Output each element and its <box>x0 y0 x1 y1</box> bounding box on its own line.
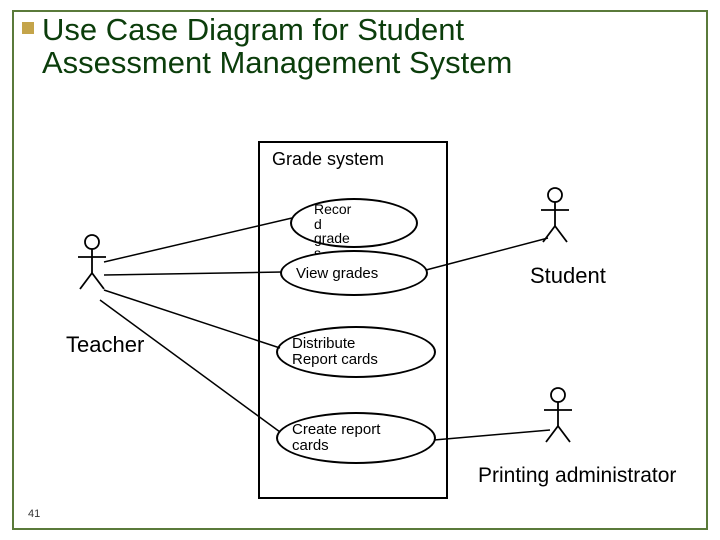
actor-student-icon <box>535 185 575 255</box>
slide: Use Case Diagram for Student Assessment … <box>0 0 720 540</box>
usecase-view-grades-label: View grades <box>296 266 378 282</box>
usecase-distribute-report-cards-label: Distribute Report cards <box>292 336 378 368</box>
usecase-create-report-cards-label: Create report cards <box>292 422 380 454</box>
actor-teacher-label: Teacher <box>66 332 144 358</box>
slide-title: Use Case Diagram for Student Assessment … <box>42 14 512 79</box>
usecase-record-grades <box>290 198 418 248</box>
actor-printing-admin-label: Printing administrator <box>478 464 676 488</box>
page-number: 41 <box>28 508 40 520</box>
actor-teacher-icon <box>72 232 112 302</box>
accent-square <box>22 22 34 34</box>
actor-student-label: Student <box>530 263 606 289</box>
system-label: Grade system <box>272 149 384 170</box>
actor-printing-admin-icon <box>538 385 578 455</box>
